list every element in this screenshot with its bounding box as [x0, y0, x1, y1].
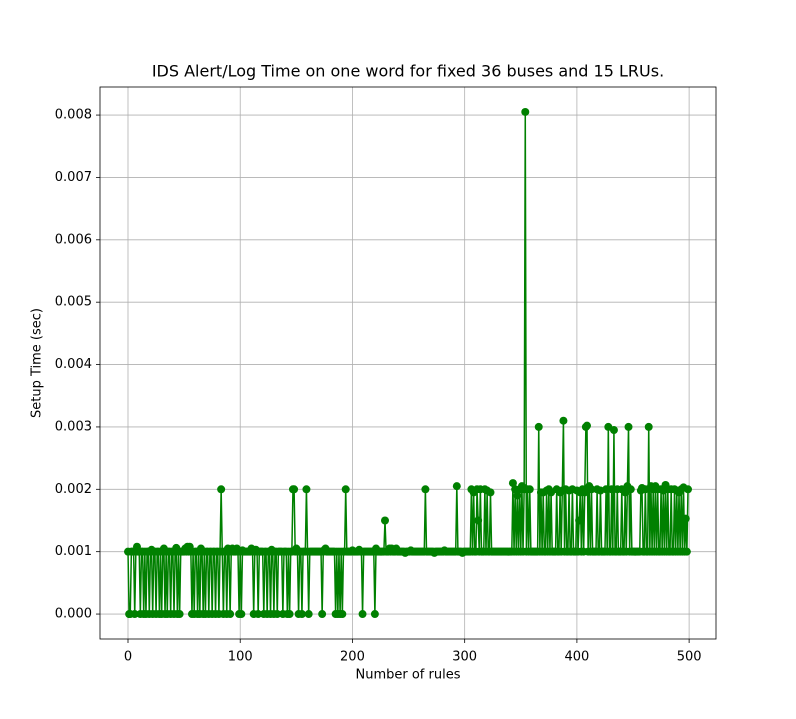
data-point — [587, 485, 596, 494]
y-tick-label: 0.004 — [55, 357, 92, 372]
data-point — [521, 107, 530, 116]
data-point — [681, 514, 690, 523]
data-point — [130, 610, 139, 619]
x-tick-label: 0 — [124, 650, 132, 665]
chart-title: IDS Alert/Log Time on one word for fixed… — [152, 62, 664, 81]
data-point — [575, 516, 584, 525]
data-point — [682, 547, 691, 556]
y-tick-label: 0.003 — [55, 419, 92, 434]
data-point — [525, 485, 534, 494]
y-tick-label: 0.001 — [55, 544, 92, 559]
data-point — [559, 416, 568, 425]
y-tick-label: 0.005 — [55, 295, 92, 310]
y-tick-label: 0.006 — [55, 232, 92, 247]
data-point — [285, 610, 294, 619]
data-point — [217, 485, 226, 494]
data-point — [297, 610, 306, 619]
x-tick-label: 500 — [677, 650, 702, 665]
data-point — [582, 421, 591, 430]
data-point — [624, 422, 633, 431]
data-point — [474, 516, 483, 525]
x-tick-label: 300 — [452, 650, 477, 665]
data-point — [290, 485, 299, 494]
data-point — [380, 516, 389, 525]
data-point — [421, 485, 430, 494]
data-point — [254, 610, 263, 619]
data-point — [302, 485, 311, 494]
y-axis-label: Setup Time (sec) — [30, 308, 45, 418]
data-point — [304, 610, 313, 619]
data-point — [370, 610, 379, 619]
x-tick-label: 400 — [564, 650, 589, 665]
data-point — [534, 422, 543, 431]
y-tick-label: 0.007 — [55, 170, 92, 185]
data-point — [273, 610, 282, 619]
data-point — [508, 479, 517, 488]
x-tick-label: 200 — [340, 650, 365, 665]
data-point — [602, 485, 611, 494]
data-point — [486, 488, 495, 497]
data-point — [175, 610, 184, 619]
plot-frame — [99, 86, 717, 640]
x-axis-label: Number of rules — [356, 668, 461, 683]
data-point — [338, 610, 347, 619]
data-point — [318, 610, 327, 619]
data-point — [341, 485, 350, 494]
data-point — [226, 610, 235, 619]
data-point — [513, 491, 522, 500]
y-tick-label: 0.000 — [55, 607, 92, 622]
x-tick-label: 100 — [228, 650, 253, 665]
data-point — [452, 482, 461, 491]
data-point — [358, 610, 367, 619]
data-point — [609, 426, 618, 435]
data-point — [684, 485, 692, 494]
data-point — [580, 488, 589, 497]
y-tick-label: 0.002 — [55, 482, 92, 497]
data-point — [237, 610, 246, 619]
data-point — [626, 485, 635, 494]
data-point — [607, 485, 616, 494]
data-point — [644, 422, 653, 431]
y-tick-label: 0.008 — [55, 108, 92, 123]
